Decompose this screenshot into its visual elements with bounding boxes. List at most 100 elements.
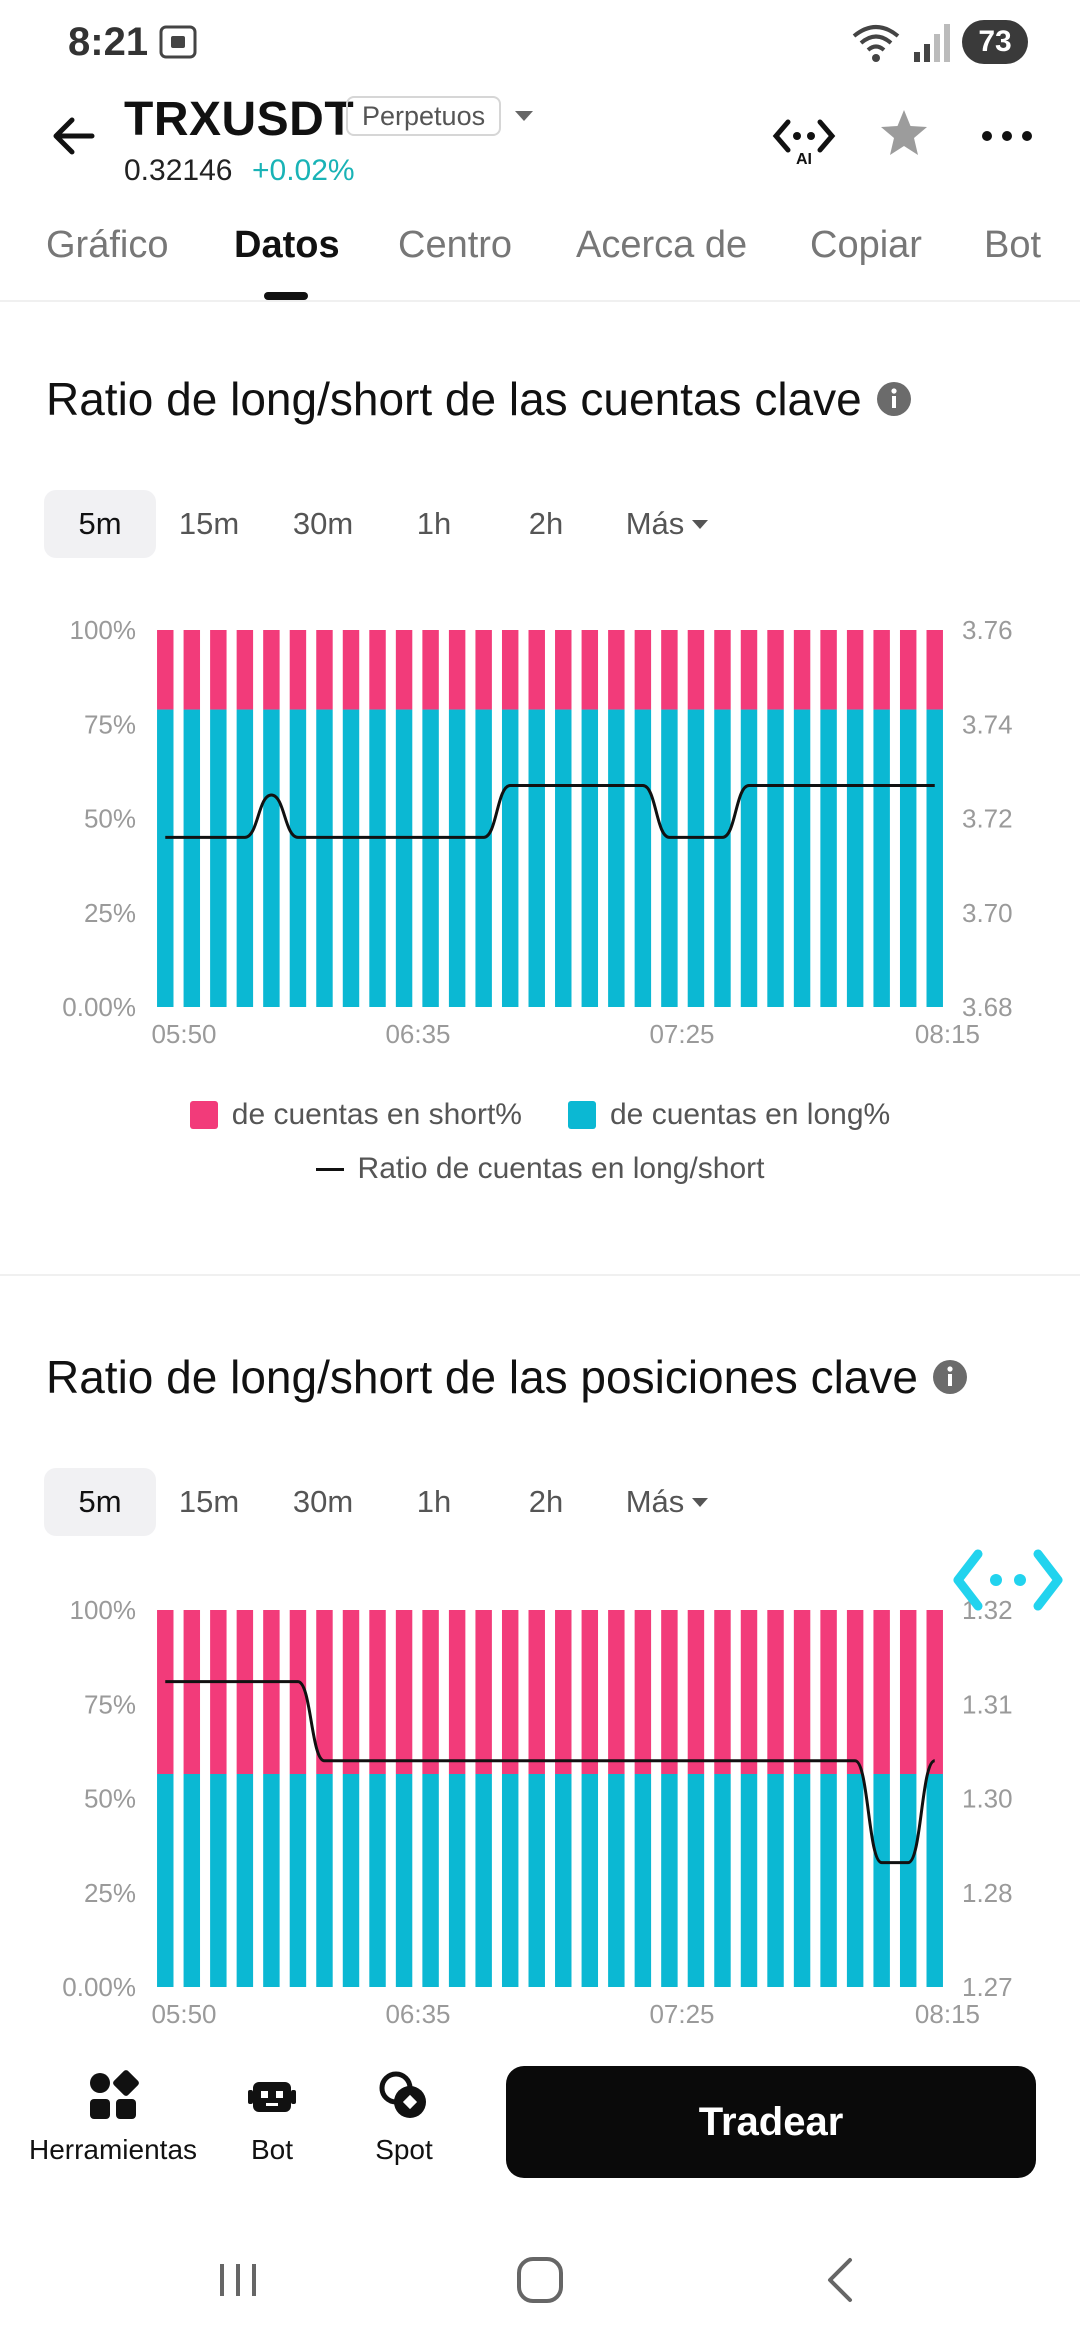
instrument-symbol[interactable]: TRXUSDT [124, 93, 355, 146]
short-bar [289, 1610, 307, 1774]
long-bar [608, 1773, 625, 1987]
interval-30m[interactable]: 30m [292, 506, 354, 541]
short-bar [899, 630, 917, 710]
short-bar [263, 1610, 280, 1774]
interval-30m[interactable]: 30m [292, 1484, 354, 1519]
long-bar [661, 709, 678, 1007]
x-axis-tick: 06:35 [385, 1019, 450, 1049]
tools-button[interactable]: Herramientas [28, 2070, 198, 2166]
short-bar [289, 630, 307, 710]
long-bar [342, 709, 360, 1007]
interval-5m[interactable]: 5m [44, 490, 156, 558]
home-icon[interactable] [510, 2250, 570, 2310]
long-bar [342, 1773, 360, 1987]
long-bar [422, 1773, 439, 1987]
info-icon[interactable] [932, 1359, 968, 1395]
star-icon[interactable] [876, 106, 932, 162]
interval-more[interactable]: Más [612, 490, 722, 558]
short-bar [740, 630, 758, 710]
long-bar [926, 709, 943, 1007]
long-bar [289, 709, 307, 1007]
screen-record-icon [159, 25, 197, 59]
long-bar [263, 1773, 280, 1987]
svg-text:AI: AI [796, 151, 812, 166]
long-bar [236, 709, 254, 1007]
contract-type-badge[interactable]: Perpetuos [346, 96, 502, 136]
long-bar [820, 709, 837, 1007]
positions-ratio-title-text: Ratio de long/short de las posiciones cl… [46, 1351, 918, 1403]
ai-assistant-icon[interactable]: AI [770, 106, 838, 166]
legend-short: de cuentas en short% [189, 1098, 522, 1132]
short-bar [210, 1610, 227, 1774]
short-bar [183, 630, 201, 710]
interval-2h[interactable]: 2h [528, 506, 564, 541]
legend-short-label: de cuentas en short% [231, 1098, 522, 1131]
bot-button[interactable]: Bot [232, 2070, 312, 2166]
active-tab-indicator [264, 292, 308, 300]
interval-1h[interactable]: 1h [416, 506, 452, 541]
short-bar [608, 1610, 625, 1774]
short-bar [820, 630, 837, 710]
ratio-line [165, 784, 935, 839]
short-bar [236, 630, 254, 710]
trade-button[interactable]: Tradear [506, 2066, 1036, 2178]
bot-label: Bot [250, 2134, 294, 2165]
floating-assistant-icon[interactable] [952, 1548, 1064, 1612]
legend-ratio: Ratio de cuentas en long/short [315, 1152, 764, 1186]
tools-grid-icon [90, 2070, 139, 2119]
chevron-down-icon[interactable] [512, 108, 536, 124]
y-axis-right-tick: 1.28 [962, 1878, 1013, 1908]
short-bar [634, 1610, 652, 1774]
long-bar [316, 1773, 333, 1987]
legend-long-label: de cuentas en long% [609, 1098, 891, 1131]
long-bar [687, 1773, 705, 1987]
long-bar [448, 709, 466, 1007]
short-bar [740, 1610, 758, 1774]
chevron-down-icon [692, 1497, 709, 1507]
info-icon[interactable] [876, 381, 912, 417]
spot-button[interactable]: Spot [364, 2070, 444, 2166]
y-axis-left-tick: 25% [84, 898, 136, 928]
tab-bot[interactable]: Bot [984, 224, 1042, 266]
short-bar [687, 630, 705, 710]
long-bar [608, 709, 625, 1007]
long-bar [555, 1773, 572, 1987]
short-bar [846, 630, 864, 710]
more-options-icon[interactable] [978, 110, 1036, 162]
long-bar [873, 1773, 890, 1987]
interval-5m[interactable]: 5m [44, 1468, 156, 1536]
short-bar [157, 630, 174, 710]
tab-grafico[interactable]: Gráfico [46, 224, 169, 266]
long-bar [634, 1773, 652, 1987]
short-bar [714, 630, 731, 710]
long-bar [395, 709, 413, 1007]
back-arrow-icon[interactable] [44, 106, 104, 166]
long-bar [740, 709, 758, 1007]
long-bar [183, 709, 201, 1007]
long-bar [501, 1773, 519, 1987]
short-bar [369, 630, 386, 710]
tools-label: Herramientas [28, 2134, 198, 2165]
y-axis-right-tick: 1.30 [962, 1784, 1013, 1814]
tab-copiar[interactable]: Copiar [810, 224, 922, 266]
interval-15m[interactable]: 15m [178, 506, 240, 541]
long-bar [926, 1773, 943, 1987]
back-nav-icon[interactable] [812, 2250, 872, 2310]
battery-indicator: 73 [962, 20, 1028, 64]
tab-centro[interactable]: Centro [398, 224, 513, 266]
section-divider [0, 1274, 1080, 1276]
interval-1h[interactable]: 1h [416, 1484, 452, 1519]
long-bar [395, 1773, 413, 1987]
tab-acerca-de[interactable]: Acerca de [576, 224, 748, 266]
short-bar [634, 630, 652, 710]
short-bar [661, 1610, 678, 1774]
long-bar [475, 1773, 492, 1987]
short-bar [475, 630, 492, 710]
interval-more[interactable]: Más [612, 1468, 722, 1536]
legend-long: de cuentas en long% [567, 1098, 891, 1132]
recent-apps-icon[interactable] [208, 2250, 268, 2310]
interval-15m[interactable]: 15m [178, 1484, 240, 1519]
interval-2h[interactable]: 2h [528, 1484, 564, 1519]
y-axis-right-tick: 1.27 [962, 1972, 1013, 2002]
tab-datos[interactable]: Datos [234, 224, 340, 266]
